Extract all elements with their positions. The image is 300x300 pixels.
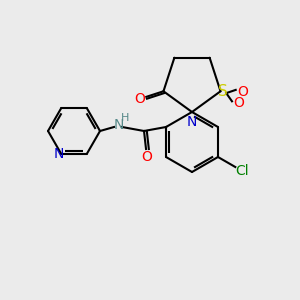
- Text: H: H: [121, 113, 129, 123]
- Text: O: O: [142, 150, 152, 164]
- Text: O: O: [134, 92, 145, 106]
- Text: O: O: [233, 97, 244, 110]
- Text: N: N: [54, 146, 64, 161]
- Text: N: N: [114, 118, 124, 132]
- Text: Cl: Cl: [236, 164, 249, 178]
- Text: N: N: [187, 115, 197, 129]
- Text: O: O: [237, 85, 248, 99]
- Text: S: S: [218, 84, 227, 99]
